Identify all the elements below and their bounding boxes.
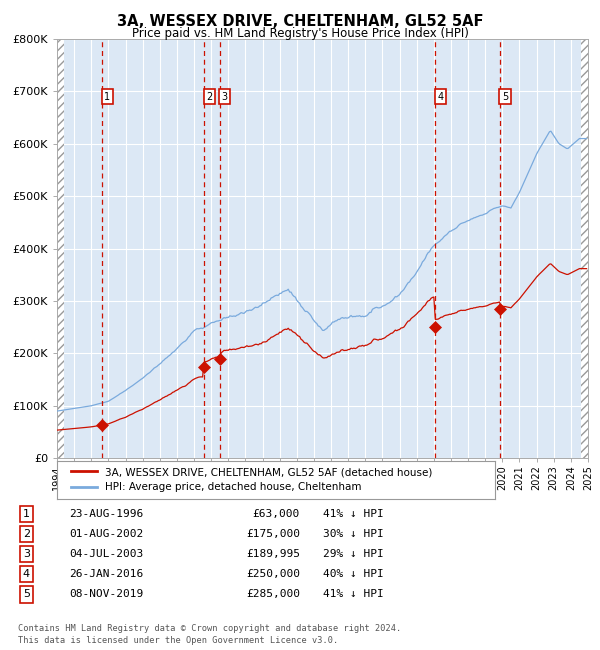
Bar bbox=[57, 39, 64, 458]
Legend: 3A, WESSEX DRIVE, CHELTENHAM, GL52 5AF (detached house), HPI: Average price, det: 3A, WESSEX DRIVE, CHELTENHAM, GL52 5AF (… bbox=[67, 463, 437, 497]
Text: 3A, WESSEX DRIVE, CHELTENHAM, GL52 5AF: 3A, WESSEX DRIVE, CHELTENHAM, GL52 5AF bbox=[117, 14, 483, 29]
Text: 4: 4 bbox=[437, 92, 443, 101]
Text: Price paid vs. HM Land Registry's House Price Index (HPI): Price paid vs. HM Land Registry's House … bbox=[131, 27, 469, 40]
Text: 3: 3 bbox=[222, 92, 228, 101]
Text: 08-NOV-2019: 08-NOV-2019 bbox=[70, 590, 144, 599]
Text: 30% ↓ HPI: 30% ↓ HPI bbox=[323, 529, 384, 539]
Text: 04-JUL-2003: 04-JUL-2003 bbox=[70, 549, 144, 559]
Text: 01-AUG-2002: 01-AUG-2002 bbox=[70, 529, 144, 539]
Text: £189,995: £189,995 bbox=[246, 549, 300, 559]
Text: 23-AUG-1996: 23-AUG-1996 bbox=[70, 509, 144, 519]
Text: 41% ↓ HPI: 41% ↓ HPI bbox=[323, 509, 384, 519]
Text: 1: 1 bbox=[23, 509, 30, 519]
Text: 5: 5 bbox=[23, 590, 30, 599]
Text: 1: 1 bbox=[104, 92, 110, 101]
Text: £63,000: £63,000 bbox=[253, 509, 300, 519]
Text: £285,000: £285,000 bbox=[246, 590, 300, 599]
Text: Contains HM Land Registry data © Crown copyright and database right 2024.
This d: Contains HM Land Registry data © Crown c… bbox=[18, 624, 401, 645]
Text: 5: 5 bbox=[502, 92, 508, 101]
Text: 2: 2 bbox=[23, 529, 30, 539]
Text: 4: 4 bbox=[23, 569, 30, 579]
Text: £250,000: £250,000 bbox=[246, 569, 300, 579]
Text: 29% ↓ HPI: 29% ↓ HPI bbox=[323, 549, 384, 559]
Text: 2: 2 bbox=[206, 92, 212, 101]
Bar bbox=[581, 39, 588, 458]
Text: 40% ↓ HPI: 40% ↓ HPI bbox=[323, 569, 384, 579]
Text: 26-JAN-2016: 26-JAN-2016 bbox=[70, 569, 144, 579]
Text: £175,000: £175,000 bbox=[246, 529, 300, 539]
Text: 41% ↓ HPI: 41% ↓ HPI bbox=[323, 590, 384, 599]
Text: 3: 3 bbox=[23, 549, 30, 559]
